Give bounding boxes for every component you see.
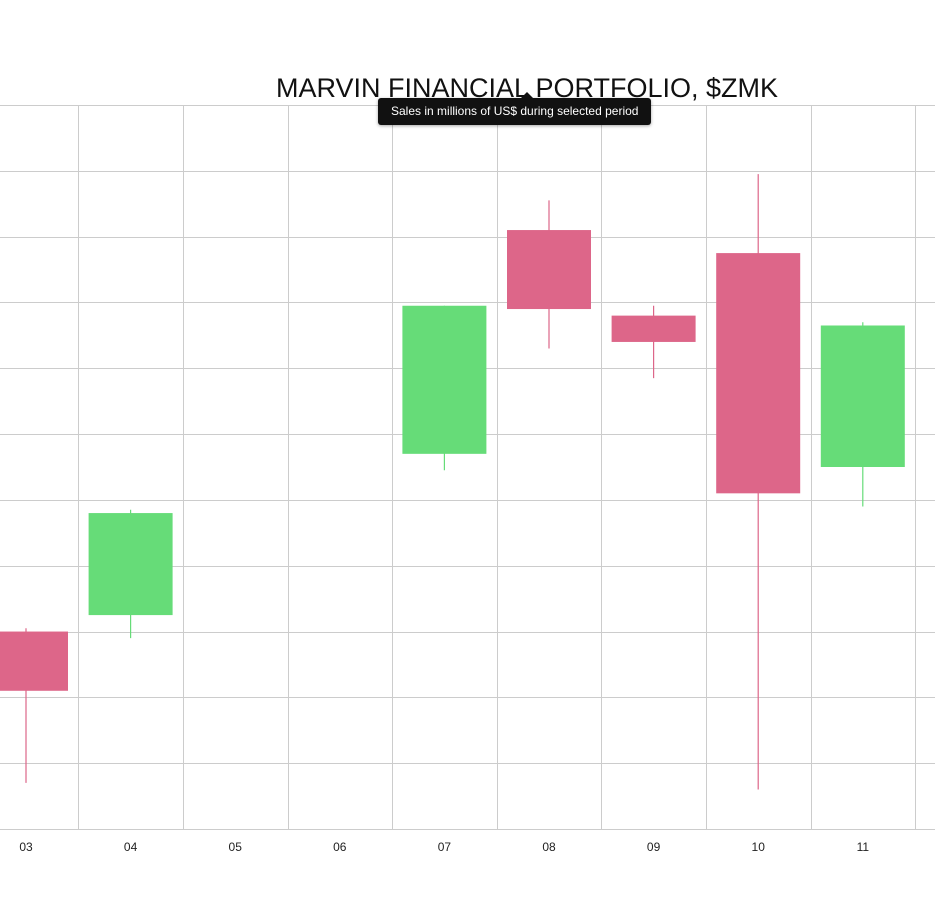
x-tick-label: 09 — [647, 840, 661, 854]
x-tick-label: 10 — [752, 840, 766, 854]
candle-body — [716, 253, 801, 494]
x-tick-label: 06 — [333, 840, 347, 854]
chart-tooltip: Sales in millions of US$ during selected… — [378, 92, 652, 125]
x-tick-label: 04 — [124, 840, 138, 854]
x-tick-label: 05 — [229, 840, 243, 854]
candle-body — [507, 230, 591, 310]
candle-body — [88, 513, 173, 616]
candle-body — [820, 325, 905, 467]
x-tick-label: 08 — [542, 840, 556, 854]
candle-body — [0, 631, 68, 691]
tooltip-text: Sales in millions of US$ during selected… — [391, 104, 639, 118]
tooltip-arrow — [521, 92, 533, 98]
candle-body — [611, 315, 696, 342]
candles — [0, 174, 905, 790]
candle-body — [402, 305, 487, 454]
x-tick-label: 07 — [438, 840, 452, 854]
x-axis-labels: 03 04 05 06 07 08 09 10 11 — [19, 840, 869, 854]
x-tick-label: 11 — [857, 840, 870, 854]
x-tick-label: 03 — [19, 840, 33, 854]
